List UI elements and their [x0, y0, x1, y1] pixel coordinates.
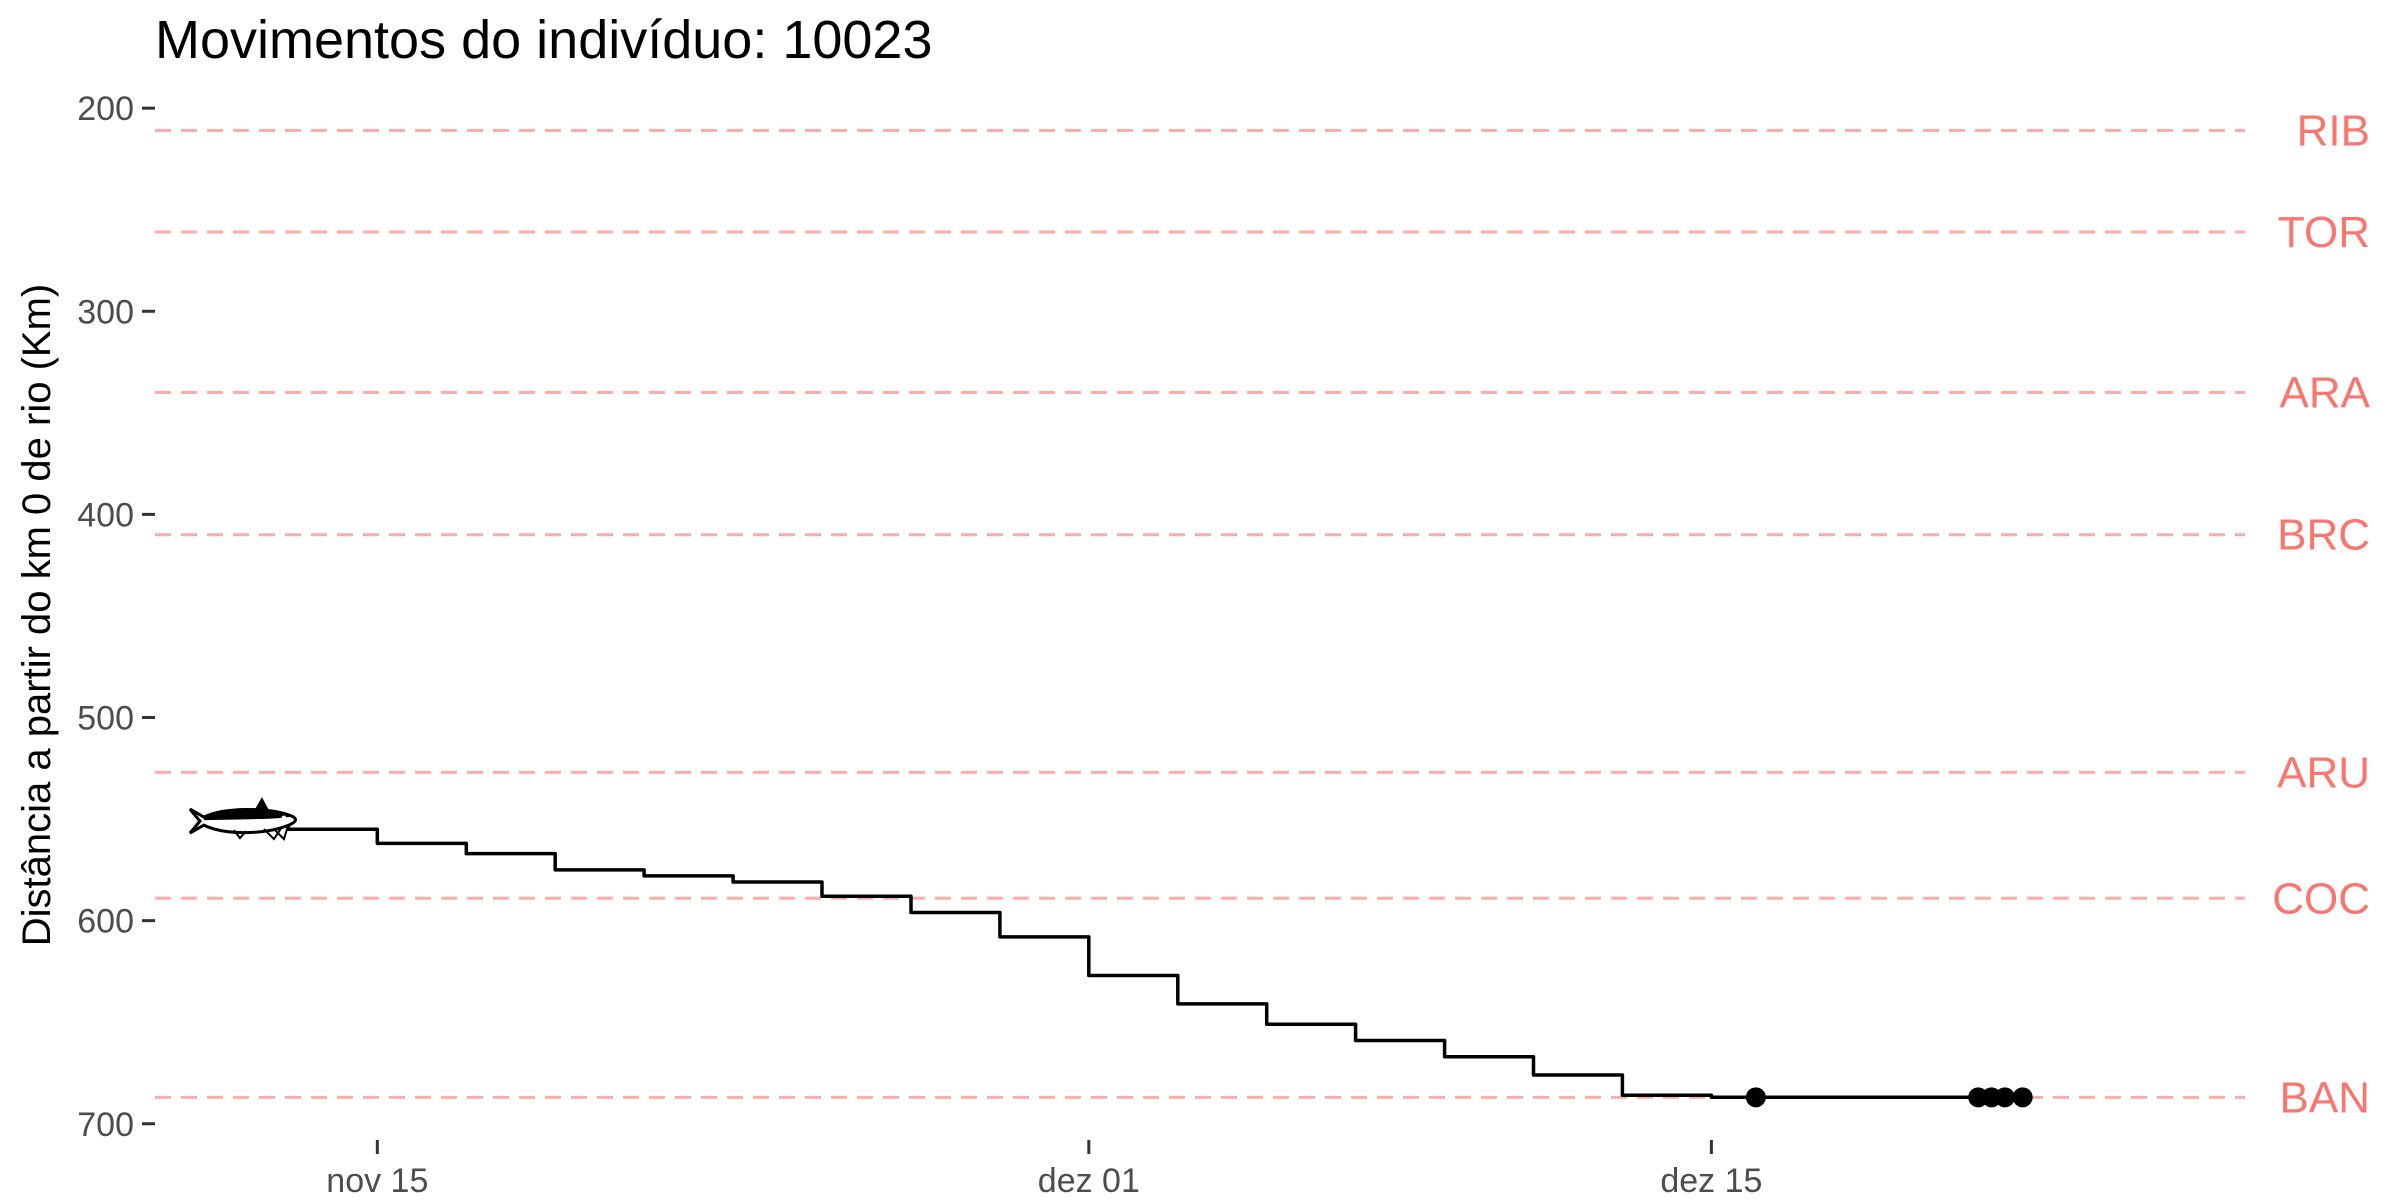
series-line: [243, 819, 2023, 1100]
fish-icon: [188, 797, 297, 841]
station-label: RIB: [2297, 106, 2370, 155]
station-label: ARA: [2280, 369, 2371, 418]
x-tick-label: dez 15: [1660, 1162, 1762, 1200]
y-tick-label: 600: [77, 903, 134, 941]
detection-points: [1745, 1087, 2033, 1108]
y-axis-label: Distância a partir do km 0 de rio (Km): [15, 284, 59, 946]
x-tick-label: nov 15: [326, 1162, 428, 1200]
x-tick-label: dez 01: [1038, 1162, 1140, 1200]
x-axis: nov 15 dez 01 dez 15: [326, 1140, 1762, 1200]
station-label: TOR: [2278, 208, 2370, 257]
chart-title: Movimentos do indivíduo: 10023: [155, 10, 933, 70]
series-track: [243, 819, 2023, 1100]
data-point: [1745, 1087, 1766, 1108]
station-label: BRC: [2277, 511, 2370, 560]
y-tick-label: 200: [77, 90, 134, 128]
y-tick-label: 300: [77, 293, 134, 331]
station-lines: RIB TOR ARA BRC ARU COC BAN: [155, 106, 2371, 1122]
data-point: [1994, 1087, 2015, 1108]
y-tick-label: 400: [77, 496, 134, 534]
y-axis: 200 300 400 500 600 700: [77, 90, 155, 1144]
station-label: ARU: [2277, 748, 2370, 797]
station-label: COC: [2272, 874, 2370, 923]
y-tick-label: 500: [77, 700, 134, 738]
station-label: BAN: [2280, 1073, 2370, 1122]
y-tick-label: 700: [77, 1106, 134, 1144]
data-point: [2012, 1087, 2033, 1108]
